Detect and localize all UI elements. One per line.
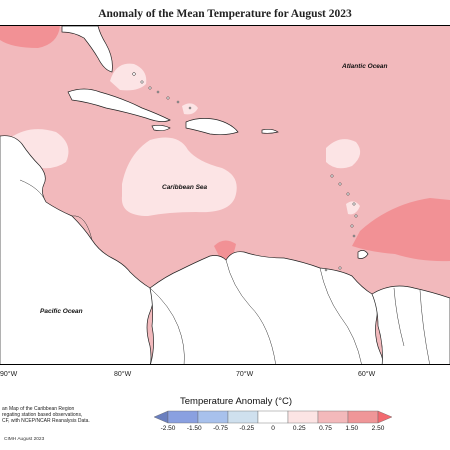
high-anomaly-patch-east xyxy=(352,198,450,262)
map-title: Anomaly of the Mean Temperature for Augu… xyxy=(98,8,352,20)
lon-label-70w: 70°W xyxy=(236,371,254,378)
legend-colorbar xyxy=(154,410,392,424)
legend-swatch xyxy=(287,410,319,424)
anomaly-map xyxy=(0,26,450,364)
map-caption: an Map of the Caribbean Region regating … xyxy=(2,406,152,424)
guianas xyxy=(371,285,450,364)
legend-arrow-low xyxy=(154,410,169,424)
lon-label-80w: 80°W xyxy=(114,371,132,378)
hispaniola xyxy=(185,118,239,136)
florida xyxy=(61,26,113,73)
legend-tick-label: 2.50 xyxy=(371,425,385,432)
legend-swatch xyxy=(257,410,289,424)
pacific-ocean-label: Pacific Ocean xyxy=(40,308,83,315)
caption-line-3: CF, with NCEP/NCAR Reanalysis Data. xyxy=(2,418,90,424)
cuba xyxy=(67,88,171,122)
legend-swatch xyxy=(317,410,349,424)
country-borders xyxy=(19,179,430,364)
legend-swatch xyxy=(197,410,229,424)
legend-tick-label: -0.75 xyxy=(213,425,228,432)
legend-tick-label: 0.75 xyxy=(319,425,332,432)
legend-tick-label: -2.50 xyxy=(160,425,176,432)
islands xyxy=(132,72,358,272)
land-masses xyxy=(0,26,450,364)
map-credit: CIMH August 2023 xyxy=(4,437,45,442)
low-anomaly-patch-antilles xyxy=(326,139,361,169)
low-anomaly-patch-south xyxy=(346,201,360,215)
legend-tick-label: -1.50 xyxy=(186,425,202,432)
caption-line-2: regating station based observations, xyxy=(2,412,83,418)
legend-swatch xyxy=(227,410,259,424)
high-anomaly-patch-north xyxy=(0,26,60,48)
south-america xyxy=(149,251,384,364)
legend-tick-label: 0.25 xyxy=(292,425,306,432)
legend-arrow-high xyxy=(377,410,392,424)
lon-label-60w: 60°W xyxy=(358,371,376,378)
legend-swatch xyxy=(167,410,199,424)
atlantic-ocean-label: Atlantic Ocean xyxy=(342,63,388,70)
lon-label-90w: 90°W xyxy=(0,371,18,378)
legend-title: Temperature Anomaly (°C) xyxy=(180,396,293,407)
central-america xyxy=(0,135,154,364)
map-frame: Atlantic Ocean Caribbean Sea Pacific Oce… xyxy=(0,25,450,365)
low-anomaly-patch-caribbean xyxy=(121,137,237,216)
legend-tick-label: 1.50 xyxy=(345,425,359,432)
legend-swatch xyxy=(347,410,379,424)
legend-tick-label: -0.25 xyxy=(239,425,255,432)
trinidad xyxy=(357,250,369,259)
jamaica xyxy=(151,124,171,132)
low-anomaly-patch-florida xyxy=(110,63,147,91)
caribbean-sea-label: Caribbean Sea xyxy=(162,184,208,191)
legend-tick-label: 0 xyxy=(271,425,275,432)
caption-line-1: an Map of the Caribbean Region xyxy=(2,406,75,412)
puerto-rico xyxy=(261,128,279,134)
